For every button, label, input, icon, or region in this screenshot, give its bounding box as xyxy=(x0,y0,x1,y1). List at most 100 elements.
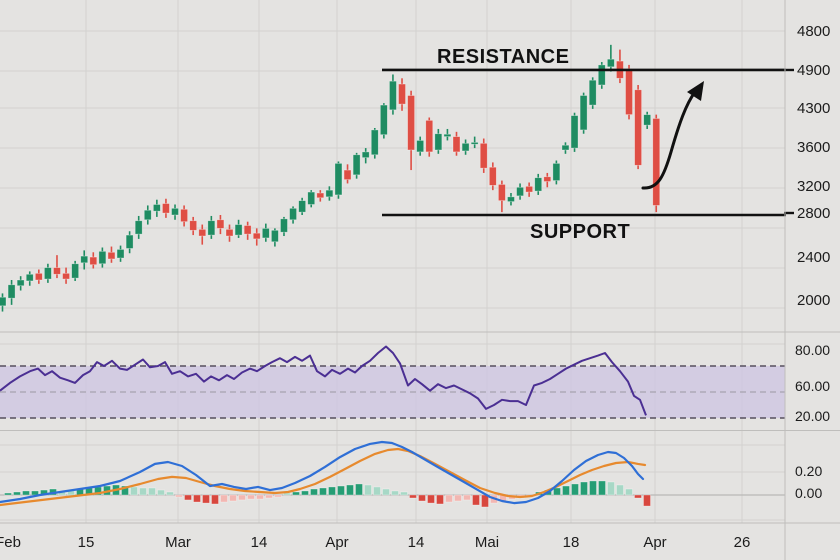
macd-histogram-bar xyxy=(139,487,147,496)
candle-bullish xyxy=(71,263,79,279)
macd-histogram-bar xyxy=(634,494,642,499)
macd-histogram-bar xyxy=(229,494,237,502)
macd-histogram-bar xyxy=(409,494,417,499)
candle-bearish xyxy=(107,251,116,260)
macd-histogram-bar xyxy=(445,494,453,503)
macd-histogram-bar xyxy=(265,494,273,499)
macd-histogram-bar xyxy=(13,491,21,496)
candle-bearish xyxy=(62,272,70,280)
candle-bullish xyxy=(207,220,216,236)
time-axis-label: Apr xyxy=(643,534,666,551)
candle-bearish xyxy=(216,219,225,229)
macd-histogram-bar xyxy=(4,492,12,496)
macd-histogram-bar xyxy=(625,488,633,496)
candle-bullish xyxy=(307,191,316,205)
candle-bullish xyxy=(44,267,52,280)
candle-bearish xyxy=(180,208,188,223)
macd-histogram-bar xyxy=(310,488,318,496)
candle-bullish xyxy=(143,209,152,221)
price-axis-label: 4900 xyxy=(797,62,830,79)
time-axis-label: 14 xyxy=(408,534,425,551)
macd-histogram-bar xyxy=(148,487,156,496)
candle-bullish xyxy=(643,114,652,126)
time-axis-label: 26 xyxy=(734,534,751,551)
price-axis-label: 2000 xyxy=(797,292,830,309)
candle-bullish xyxy=(570,115,579,149)
candle-bullish xyxy=(125,234,134,249)
macd-histogram-bar xyxy=(193,494,201,503)
candle-bullish xyxy=(597,64,606,86)
candle-bullish xyxy=(271,229,279,243)
time-axis-label: Feb xyxy=(0,534,21,551)
price-axis-label: 2800 xyxy=(797,205,830,222)
candle-bearish xyxy=(407,95,415,151)
candle-bearish xyxy=(198,228,207,237)
macd-histogram-bar xyxy=(436,494,444,505)
candle-bearish xyxy=(543,176,552,182)
price-axis-label: 4300 xyxy=(797,100,830,117)
candle-bullish xyxy=(325,189,334,198)
candle-bearish xyxy=(343,169,352,180)
resistance-label: RESISTANCE xyxy=(437,46,570,68)
price-axis-label: 2400 xyxy=(797,249,830,266)
macd-histogram-bar xyxy=(175,494,183,498)
candle-bearish xyxy=(243,225,252,235)
candle-bullish xyxy=(588,79,597,106)
macd-histogram-bar xyxy=(292,491,300,496)
price-axis-label: 3600 xyxy=(797,139,830,156)
candle-bearish xyxy=(398,83,406,105)
macd-histogram-bar xyxy=(391,490,399,496)
candle-bullish xyxy=(153,204,161,212)
candle-bullish xyxy=(261,228,270,239)
candle-bullish xyxy=(561,144,570,151)
candle-bearish xyxy=(479,142,488,169)
candle-bearish xyxy=(634,89,642,166)
macd-histogram-bar xyxy=(616,484,624,496)
candle-bullish xyxy=(370,129,379,156)
candle-bearish xyxy=(53,267,61,275)
time-axis-label: Mai xyxy=(475,534,499,551)
time-axis-label: Mar xyxy=(165,534,191,551)
candle-bullish xyxy=(389,80,397,111)
macd-histogram-bar xyxy=(427,494,435,504)
macd-histogram-bar xyxy=(355,483,363,496)
candle-bullish xyxy=(434,133,443,151)
candle-bullish xyxy=(552,163,561,181)
candle-bullish xyxy=(607,58,615,68)
macd-histogram-bar xyxy=(571,483,579,496)
macd-axis-label: 0.20 xyxy=(795,463,822,479)
macd-histogram-bar xyxy=(373,486,381,496)
candle-bullish xyxy=(380,104,388,136)
macd-histogram-bar xyxy=(400,491,408,496)
candle-bullish xyxy=(298,200,306,213)
macd-histogram-bar xyxy=(463,494,471,501)
candle-bullish xyxy=(7,284,16,299)
candle-bearish xyxy=(525,185,533,193)
macd-histogram-bar xyxy=(22,490,30,496)
candle-bullish xyxy=(334,163,343,196)
candle-bearish xyxy=(498,184,506,202)
candle-bullish xyxy=(171,207,179,216)
macd-histogram-bar xyxy=(562,485,570,496)
macd-histogram-bar xyxy=(382,488,390,496)
candle-bullish xyxy=(443,133,452,137)
macd-histogram-bar xyxy=(157,489,165,496)
macd-histogram-bar xyxy=(472,494,480,506)
candle-bearish xyxy=(34,272,43,281)
macd-histogram-bar xyxy=(319,487,327,496)
candle-bullish xyxy=(352,154,361,176)
macd-histogram-bar xyxy=(202,494,210,504)
candle-bullish xyxy=(579,95,588,131)
macd-histogram-bar xyxy=(346,484,354,496)
candle-bearish xyxy=(189,220,198,231)
macd-histogram-bar xyxy=(301,490,309,496)
candle-bearish xyxy=(252,232,261,240)
candle-bearish xyxy=(652,118,661,206)
up-arrow-head xyxy=(687,81,704,101)
macd-histogram-bar xyxy=(337,485,345,496)
macd-histogram-bar xyxy=(166,491,174,496)
candle-bullish xyxy=(234,224,243,236)
